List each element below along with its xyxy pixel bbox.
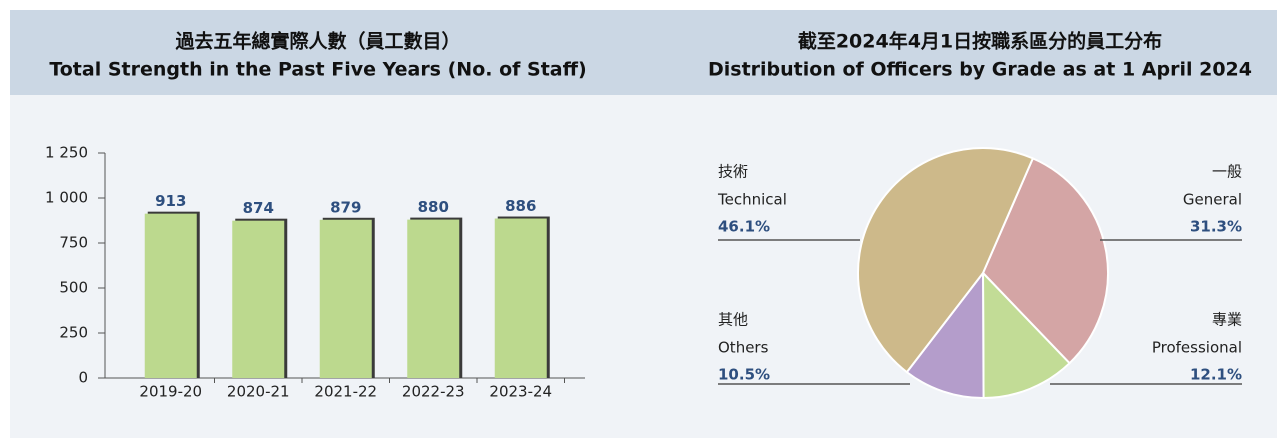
value-label: 874: [243, 199, 274, 217]
x-tick-label: 2019-20: [139, 383, 202, 401]
y-tick-label: 0: [78, 369, 88, 387]
pie-slice: [905, 270, 985, 399]
value-label: 46.1%: [718, 218, 770, 236]
value-label: 886: [505, 197, 536, 215]
bar: [319, 219, 372, 378]
pie-slice: [857, 147, 1035, 374]
pie-slice: [981, 157, 1109, 365]
x-tick-label: 2023-24: [489, 383, 552, 401]
pie-subtitle: Distribution of Officers by Grade as at …: [708, 59, 1252, 81]
value-label: 879: [330, 198, 361, 216]
x-tick-label: 2022-23: [402, 383, 465, 401]
bar: [232, 220, 285, 378]
y-tick-label: 500: [59, 279, 88, 297]
y-tick-label: 1 000: [45, 189, 88, 207]
x-tick-label: 2020-21: [227, 383, 290, 401]
value-label: 880: [418, 198, 449, 216]
label-zh: 其他: [718, 311, 748, 329]
label-zh: 技術: [718, 163, 748, 181]
bar: [144, 213, 197, 378]
header: [10, 10, 1277, 95]
bar-subtitle: Total Strength in the Past Five Years (N…: [49, 59, 586, 81]
label-en: Technical: [717, 191, 787, 209]
y-tick-label: 750: [59, 234, 88, 252]
y-tick-label: 250: [59, 324, 88, 342]
bar-title: 過去五年總實際人數（員工數目）: [175, 30, 460, 53]
x-tick-label: 2021-22: [314, 383, 377, 401]
pie-title: 截至2024年4月1日按職系區分的員工分布: [798, 30, 1162, 53]
label-en: General: [1183, 191, 1242, 209]
bar: [407, 219, 460, 378]
value-label: 12.1%: [1190, 366, 1242, 384]
bar: [494, 218, 547, 378]
value-label: 31.3%: [1190, 218, 1242, 236]
value-label: 10.5%: [718, 366, 770, 384]
pie-slice: [981, 270, 1071, 400]
label-zh: 專業: [1212, 311, 1242, 329]
label-zh: 一般: [1212, 163, 1242, 181]
y-tick-label: 1 250: [45, 144, 88, 162]
label-en: Others: [718, 339, 769, 357]
value-label: 913: [155, 192, 186, 210]
label-en: Professional: [1152, 339, 1242, 357]
